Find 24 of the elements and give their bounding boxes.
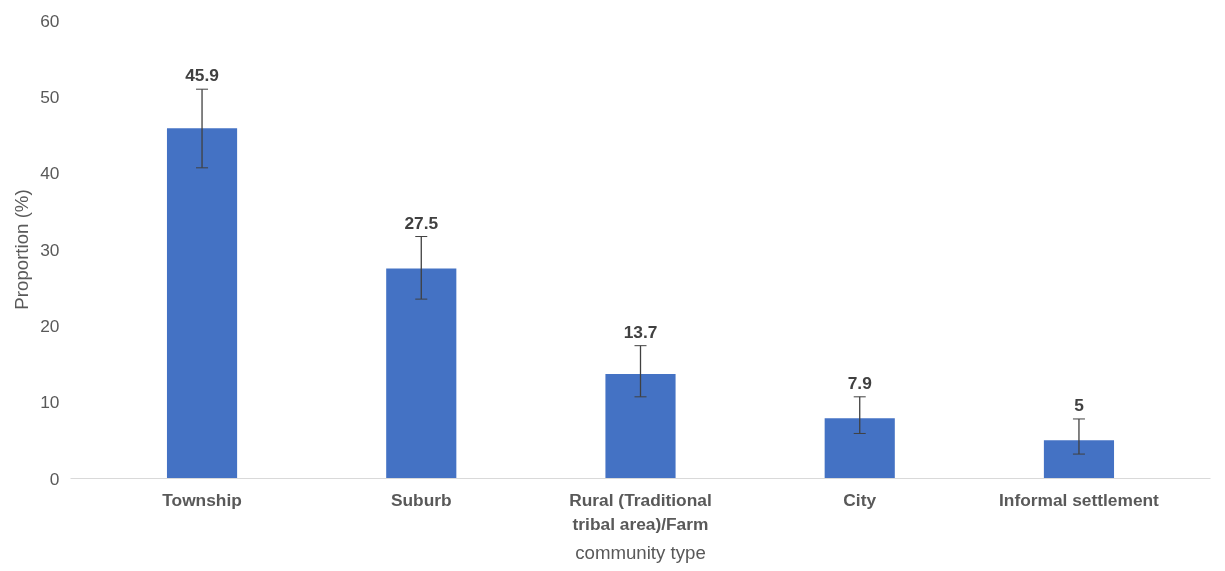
x-tick-label: City [843,489,877,510]
bar [1043,440,1115,479]
bar [386,268,457,479]
x-tick-label: Informal settlement [999,489,1160,510]
y-tick-label: 40 [40,163,60,184]
data-label: 45.9 [185,65,219,86]
x-tick-label: Township [162,489,242,510]
y-tick-label: 60 [40,10,60,31]
y-tick-label: 30 [40,239,60,260]
data-label: 13.7 [623,321,658,342]
x-tick-label: Suburb [390,489,452,510]
y-tick-label: 10 [40,392,60,413]
x-tick-label: Rural (Traditional tribal area)/Farm [569,489,712,534]
data-label: 5 [1074,394,1085,415]
bar [824,418,895,479]
y-tick-label: 20 [40,315,60,336]
bar [166,128,238,479]
y-tick-label: 50 [40,86,60,107]
data-label: 7.9 [847,372,872,393]
x-axis-title: community type [575,541,706,563]
data-label: 27.5 [404,212,439,233]
y-axis-title: Proportion (%) [11,189,33,310]
y-tick-label: 0 [49,468,60,489]
bar [605,373,676,479]
